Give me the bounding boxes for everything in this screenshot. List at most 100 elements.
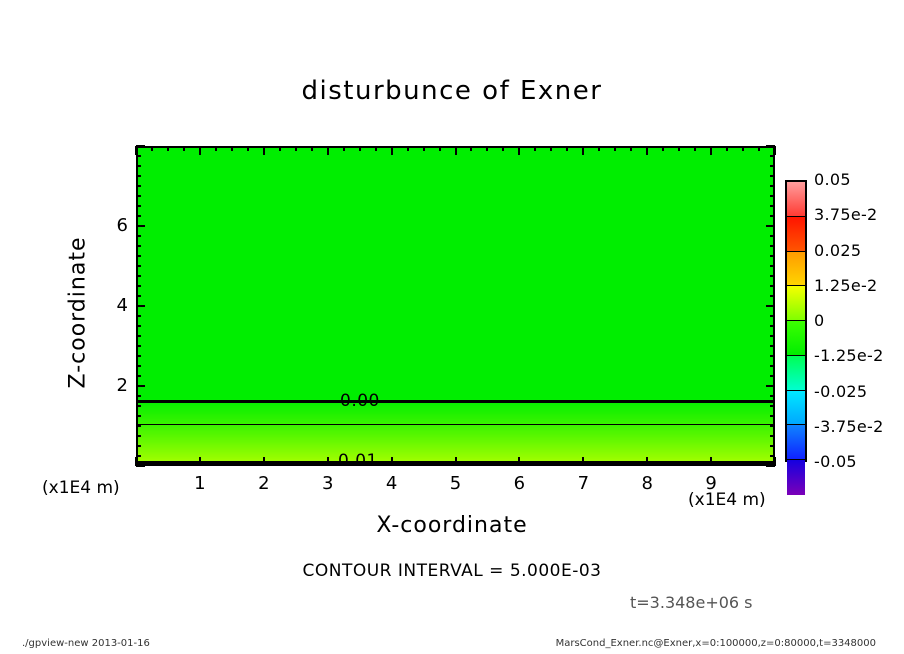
y-tick-mark [136,145,145,147]
y-tick-mark [136,155,141,157]
x-axis-title: X-coordinate [376,513,528,538]
x-tick-mark [646,457,649,466]
y-tick-mark [770,175,775,177]
y-tick-mark [136,285,141,287]
x-tick-mark [630,146,633,151]
y-tick-mark [136,255,141,257]
x-tick-mark [726,146,729,151]
contour-label-zero: 0.00 [340,391,380,411]
colorbar-segment-4 [787,321,805,356]
colorbar-label-2: 0.025 [814,240,862,260]
y-tick-mark [770,235,775,237]
y-tick-mark [136,205,141,207]
y-tick-mark [770,265,775,267]
contour-field-canvas [138,148,773,464]
x-tick-label-9: 9 [705,473,717,494]
x-tick-mark [694,146,697,151]
x-tick-mark [358,146,361,151]
x-tick-mark [694,461,697,466]
x-tick-label-2: 2 [258,473,270,494]
y-tick-mark [770,365,775,367]
x-tick-mark [470,146,473,151]
x-tick-mark [278,461,281,466]
y-tick-mark [136,295,141,297]
x-tick-mark [246,146,249,151]
y-tick-mark [770,415,775,417]
footer-right-text: MarsCond_Exner.nc@Exner,x=0:100000,z=0:8… [555,638,876,649]
x-tick-mark [310,461,313,466]
y-tick-mark [770,215,775,217]
x-tick-mark [438,461,441,466]
y-tick-mark [770,165,775,167]
y-tick-mark [136,425,141,427]
x-tick-mark [614,146,617,151]
x-tick-mark [198,457,201,466]
y-tick-mark [770,405,775,407]
x-tick-mark [486,146,489,151]
y-tick-mark [136,265,141,267]
time-caption: t=3.348e+06 s [630,593,753,612]
y-tick-mark [770,375,775,377]
x-tick-mark [262,457,265,466]
y-tick-mark [136,465,145,467]
colorbar-label-7: -3.75e-2 [814,416,884,436]
y-tick-mark [770,325,775,327]
y-tick-mark [136,435,141,437]
y-tick-mark [136,325,141,327]
y-tick-mark [770,345,775,347]
x-tick-mark [214,146,217,151]
x-unit-left-label: (x1E4 m) [42,478,120,498]
x-tick-label-1: 1 [194,473,206,494]
x-tick-mark [326,146,329,155]
x-tick-mark [182,461,185,466]
x-tick-mark [294,461,297,466]
x-tick-label-7: 7 [577,473,590,494]
x-tick-label-3: 3 [321,473,334,494]
colorbar-segment-1 [787,216,805,252]
y-tick-mark [766,225,775,227]
y-tick-mark [136,305,145,307]
colorbar-label-3: 1.25e-2 [814,275,878,295]
y-tick-mark [136,315,141,317]
x-unit-right-label: (x1E4 m) [688,490,766,510]
x-tick-mark [135,457,137,466]
plot-area: 0.00 0.01 [136,146,775,466]
x-tick-mark [774,457,776,466]
x-tick-mark [150,461,153,466]
y-tick-mark [770,425,775,427]
y-tick-mark [770,335,775,337]
x-tick-label-8: 8 [641,473,653,494]
x-tick-mark [358,461,361,466]
x-tick-mark [422,146,425,151]
y-tick-mark [770,295,775,297]
x-tick-mark [566,146,569,151]
y-tick-mark [770,435,775,437]
x-tick-mark [406,461,409,466]
x-tick-mark [230,146,233,151]
x-tick-mark [470,461,473,466]
x-tick-mark [598,146,601,151]
y-tick-mark [766,145,775,147]
x-tick-mark [534,461,537,466]
x-tick-mark [518,146,521,155]
x-tick-mark [678,146,681,151]
x-tick-mark [502,146,505,151]
x-tick-mark [422,461,425,466]
x-tick-mark [182,146,185,151]
x-tick-mark [726,461,729,466]
y-tick-mark [136,225,145,227]
y-tick-mark [136,365,141,367]
x-tick-mark [758,146,761,151]
y-tick-mark [766,305,775,307]
x-tick-mark [678,461,681,466]
x-tick-mark [390,457,393,466]
footer-left-text: ./gpview-new 2013-01-16 [22,638,150,649]
colorbar-segment-3 [787,286,805,321]
x-tick-mark [662,146,665,151]
x-tick-mark [566,461,569,466]
y-tick-mark [766,385,775,387]
y-tick-mark [136,445,141,447]
y-tick-mark [136,385,145,387]
y-tick-mark [770,315,775,317]
